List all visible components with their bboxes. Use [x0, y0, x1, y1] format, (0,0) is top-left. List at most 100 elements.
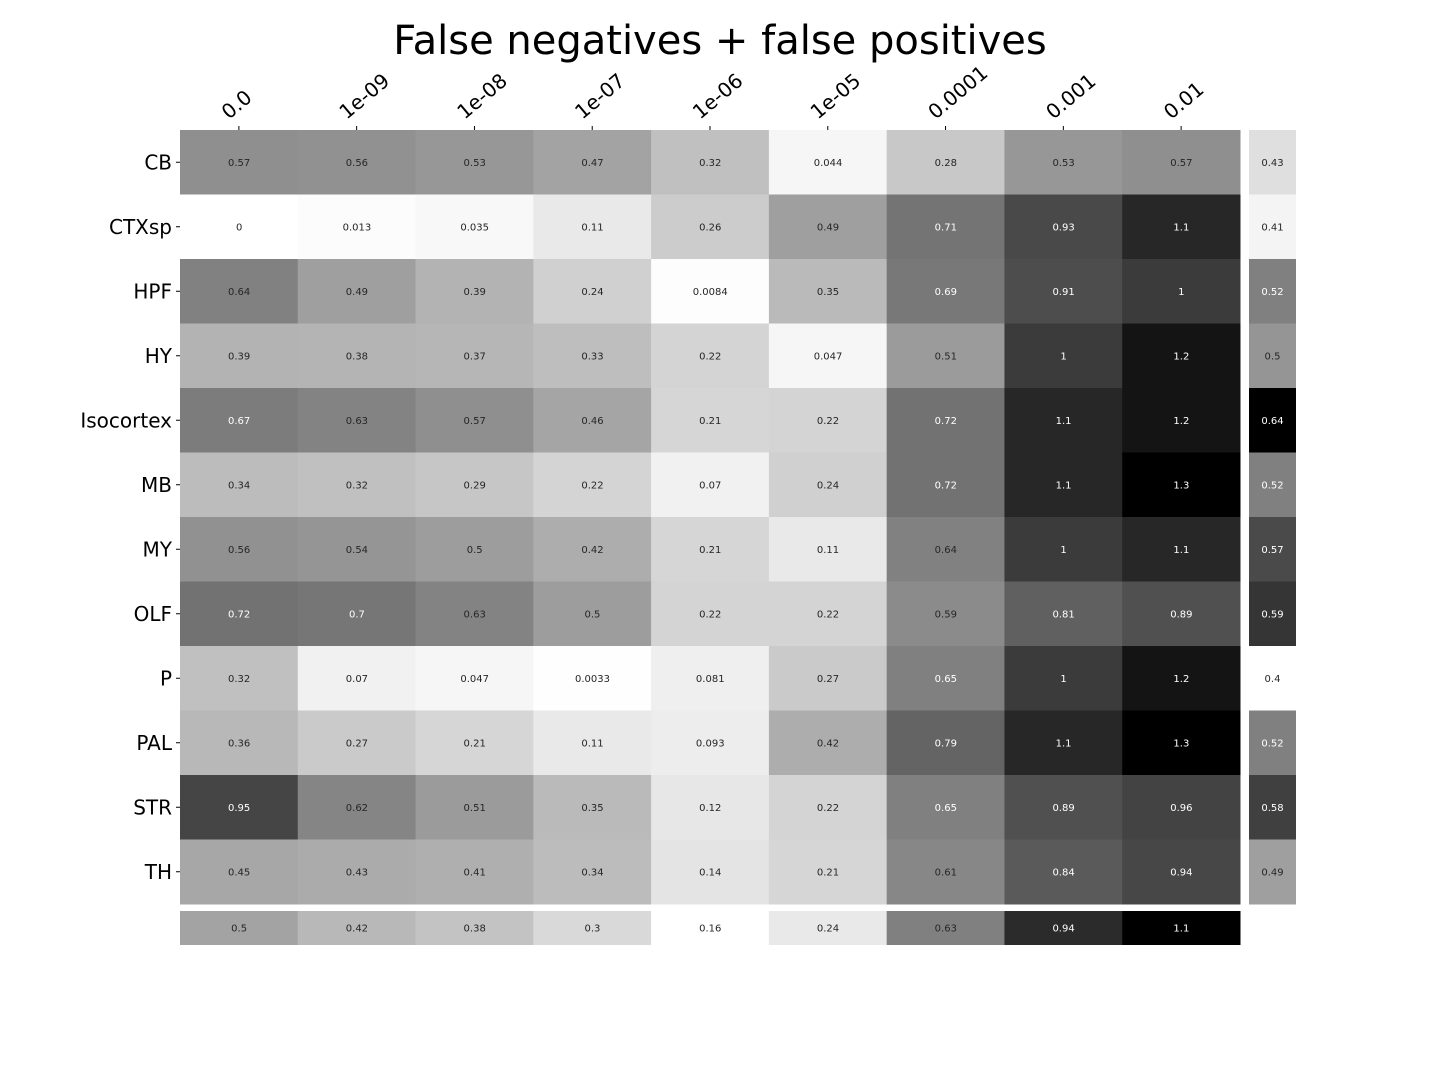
heatmap-cell: [1122, 259, 1241, 324]
row-mean-cell-label: 0.59: [1261, 610, 1283, 621]
heatmap-cell-label: 0.22: [581, 481, 603, 492]
heatmap-cell-label: 0.96: [1170, 803, 1192, 814]
heatmap-cell-label: 0.22: [817, 416, 839, 427]
heatmap-cell-label: 0.11: [581, 223, 603, 234]
heatmap-cell: [533, 259, 652, 324]
heatmap-cell-label: 0.26: [699, 223, 721, 234]
heatmap-cell-label: 0.5: [585, 610, 601, 621]
row-mean-cell-label: 0.57: [1261, 545, 1283, 556]
heatmap-cell: [886, 646, 1005, 711]
heatmap-cell-label: 0.57: [1170, 158, 1192, 169]
heatmap-cell-label: 0.081: [696, 674, 725, 685]
heatmap-cell: [180, 646, 299, 711]
heatmap-cell: [886, 130, 1005, 195]
heatmap-cell: [180, 388, 299, 453]
heatmap-cell: [768, 194, 888, 260]
heatmap-cell-label: 0: [236, 223, 242, 234]
heatmap-cell-label: 0.71: [935, 223, 957, 234]
heatmap-cell-label: 0.35: [581, 803, 603, 814]
heatmap-cell-label: 0.62: [346, 803, 368, 814]
heatmap-cell: [180, 452, 299, 518]
heatmap-cell-label: 0.0033: [575, 674, 610, 685]
heatmap-cell-label: 0.51: [935, 352, 957, 363]
heatmap-cell: [1122, 646, 1241, 711]
heatmap-cell: [415, 388, 534, 453]
heatmap-cell: [180, 839, 299, 905]
heatmap-cell-label: 0.42: [581, 545, 603, 556]
heatmap-cell: [297, 259, 417, 324]
heatmap-cell-label: 0.81: [1052, 610, 1074, 621]
heatmap-cell: [1004, 775, 1123, 840]
heatmap-cell: [415, 581, 534, 647]
heatmap-cell: [180, 194, 299, 260]
heatmap-cell: [1004, 710, 1123, 776]
heatmap-cell-label: 0.0084: [693, 287, 728, 298]
heatmap-cell: [768, 388, 888, 453]
x-tick-label: 1e-05: [806, 68, 866, 123]
heatmap-cell: [1122, 323, 1241, 389]
heatmap-cell-label: 0.28: [935, 158, 957, 169]
heatmap-cell-label: 1: [1060, 545, 1066, 556]
heatmap-cell-label: 0.33: [581, 352, 603, 363]
heatmap-cell: [768, 517, 888, 582]
heatmap-cell: [651, 839, 770, 905]
heatmap-cell: [651, 517, 770, 582]
heatmap-cell-label: 0.11: [817, 545, 839, 556]
row-mean-cell: [1249, 581, 1296, 647]
x-tick-label: 1e-08: [452, 68, 512, 123]
x-tick-label: 1e-09: [334, 68, 394, 123]
column-mean-cell: [768, 911, 888, 945]
heatmap-cell-label: 0.21: [817, 868, 839, 879]
heatmap-cell: [768, 259, 888, 324]
heatmap-cell-label: 0.24: [817, 481, 839, 492]
heatmap-cell-label: 0.89: [1170, 610, 1192, 621]
heatmap-cell-label: 0.27: [817, 674, 839, 685]
row-mean-cell-label: 0.52: [1261, 739, 1283, 750]
heatmap-cell: [1122, 194, 1241, 260]
heatmap-cell-label: 0.41: [464, 868, 486, 879]
heatmap-cell-label: 0.51: [464, 803, 486, 814]
heatmap-cell: [533, 388, 652, 453]
heatmap-cell: [533, 130, 652, 195]
row-mean-cell: [1249, 710, 1296, 776]
heatmap-cell: [1004, 388, 1123, 453]
heatmap-cell: [533, 775, 652, 840]
heatmap-cell: [297, 517, 417, 582]
heatmap-cell-label: 1.2: [1173, 416, 1189, 427]
row-mean-cell-label: 0.49: [1261, 868, 1283, 879]
heatmap-cell-label: 1: [1060, 352, 1066, 363]
heatmap-cell-label: 0.57: [228, 158, 250, 169]
heatmap-cell-label: 0.12: [699, 803, 721, 814]
heatmap-cell: [768, 323, 888, 389]
heatmap-cell: [415, 130, 534, 195]
heatmap-cell: [1004, 323, 1123, 389]
row-mean-strip: 0.43 0.41 0.52 0.5 0.64 0.52 0.57 0.59 0.4 0.52 0.…: [1249, 130, 1296, 905]
heatmap-cell: [886, 323, 1005, 389]
heatmap-cell: [768, 452, 888, 518]
heatmap-cell-label: 0.36: [228, 739, 250, 750]
heatmap-cell-label: 0.093: [696, 739, 725, 750]
heatmap-cell-label: 0.35: [817, 287, 839, 298]
heatmap-cell: [297, 388, 417, 453]
heatmap-cell: [1122, 130, 1241, 195]
heatmap-cell: [1004, 646, 1123, 711]
heatmap-cell: [180, 775, 299, 840]
x-tick-label: 0.0: [217, 85, 257, 124]
heatmap-cell-label: 1: [1060, 674, 1066, 685]
main-heatmap-grid: 0.57 0.56 0.53 0.47 0.32 0.044 0.28 0.53 0.57 0 0.…: [180, 130, 1241, 905]
heatmap-cell-label: 0.67: [228, 416, 250, 427]
heatmap-cell: [886, 517, 1005, 582]
x-tick-labels: 0.0 1e-09 1e-08 1e-07 1e-06 1e-05 0.0001 0.001 0…: [217, 60, 1208, 130]
heatmap-cell-label: 0.32: [699, 158, 721, 169]
heatmap-cell: [651, 452, 770, 518]
heatmap-cell-label: 1.1: [1056, 739, 1072, 750]
heatmap-cell: [180, 517, 299, 582]
heatmap-cell: [180, 581, 299, 647]
column-mean-cell-label: 1.1: [1173, 924, 1189, 935]
heatmap-cell: [297, 775, 417, 840]
row-mean-cell-label: 0.58: [1261, 803, 1283, 814]
heatmap-cell: [1004, 130, 1123, 195]
heatmap-cell: [297, 646, 417, 711]
heatmap-cell: [1004, 194, 1123, 260]
